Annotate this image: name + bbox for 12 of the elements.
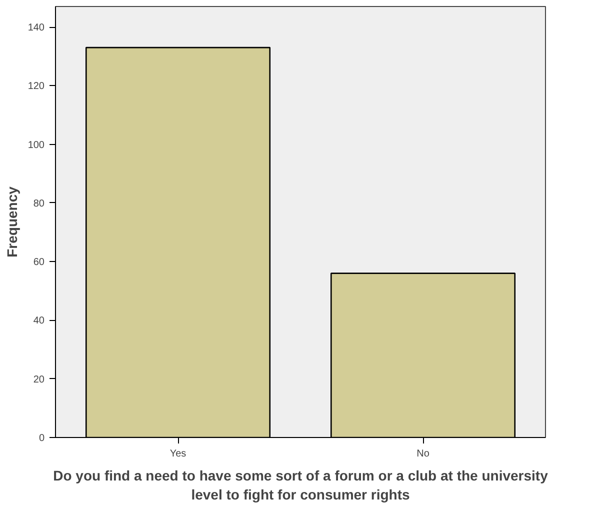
y-tick-label: 120 [28, 81, 45, 92]
y-tick-label: 20 [33, 374, 45, 386]
y-tick-label: 140 [28, 22, 45, 34]
y-axis-title: Frequency [4, 186, 20, 258]
y-tick-label: 60 [33, 257, 45, 268]
y-tick-label: 0 [38, 433, 45, 444]
x-tick-label: No [416, 448, 430, 460]
x-tick-label: Yes [170, 448, 186, 460]
y-tick-label: 100 [28, 140, 45, 151]
y-tick-label: 40 [33, 316, 45, 327]
y-tick-label: 80 [33, 198, 45, 210]
x-axis-title: Do you find a need to have some sort of a forum or a club at the university level to fight for consumer rights [53, 468, 548, 503]
